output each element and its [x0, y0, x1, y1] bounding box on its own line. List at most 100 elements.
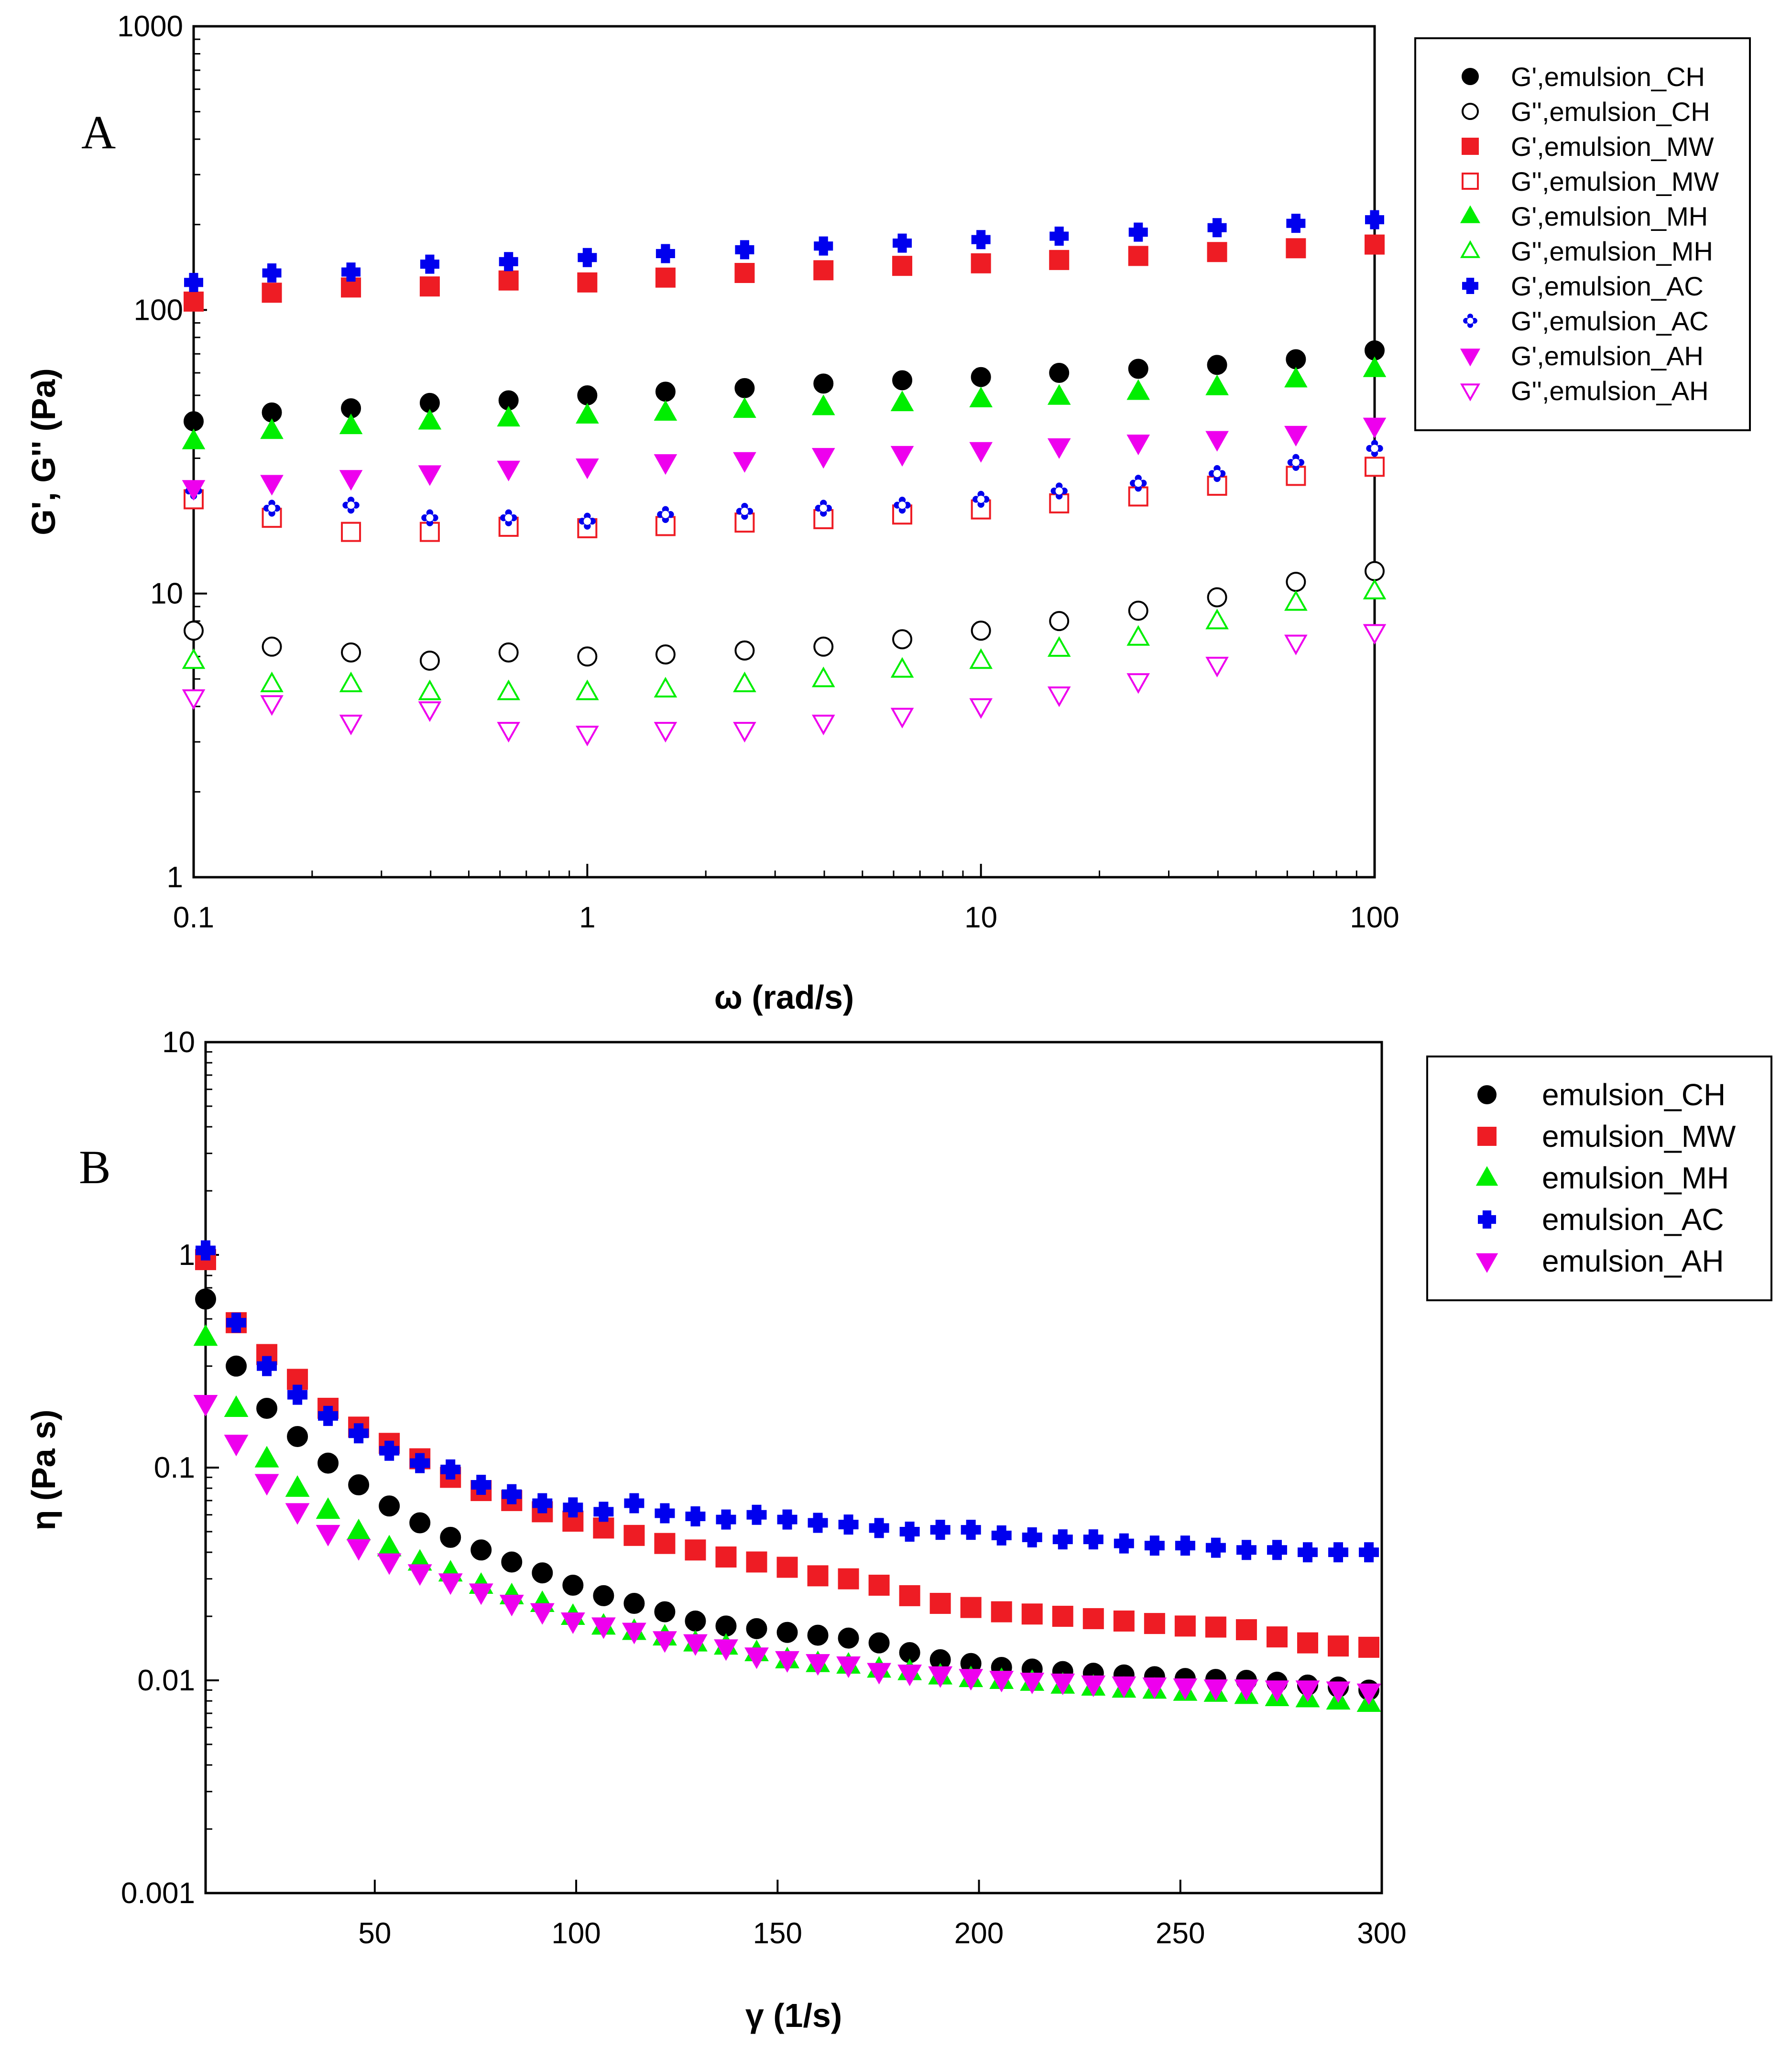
- data-point: [1173, 1678, 1198, 1700]
- data-point: [971, 367, 991, 387]
- data-point: [346, 1539, 371, 1561]
- legend-marker-emulsion-ch: [1477, 1085, 1497, 1104]
- data-point: [1297, 1632, 1318, 1654]
- data-point: [892, 629, 913, 650]
- panel-b-y-axis-title: η (Pa s): [25, 1410, 62, 1531]
- legend-label-emulsion-mw: emulsion_MW: [1542, 1119, 1736, 1154]
- data-point: [260, 418, 284, 439]
- data-point: [342, 497, 360, 514]
- legend-label-g-emulsion-ch: G'',emulsion_CH: [1511, 97, 1710, 127]
- data-point: [532, 1493, 553, 1513]
- data-point: [744, 1647, 769, 1669]
- data-point: [1083, 1529, 1104, 1550]
- data-point: [318, 1405, 339, 1426]
- data-point: [1205, 656, 1229, 677]
- data-point: [1082, 1608, 1104, 1629]
- data-point: [184, 291, 204, 312]
- data-point: [1286, 349, 1306, 370]
- data-point: [746, 1551, 767, 1573]
- data-point: [184, 272, 203, 292]
- data-point: [420, 254, 439, 274]
- y-tick-label: 0.001: [121, 1877, 195, 1910]
- legend-marker-g-emulsion-mh: [1460, 240, 1481, 258]
- data-point: [470, 1539, 492, 1561]
- x-tick-label: 150: [753, 1917, 802, 1950]
- data-point: [1235, 1619, 1257, 1641]
- data-point: [1295, 1680, 1320, 1702]
- legend-label-emulsion-mh: emulsion_MH: [1542, 1161, 1729, 1195]
- data-point: [418, 701, 442, 722]
- data-point: [421, 509, 438, 526]
- data-point: [1363, 417, 1387, 438]
- data-point: [593, 1502, 614, 1522]
- data-point: [1265, 1680, 1289, 1702]
- data-point: [195, 1288, 216, 1310]
- data-point: [734, 640, 755, 661]
- data-point: [1358, 1636, 1380, 1658]
- data-point: [811, 394, 835, 415]
- data-point: [471, 1475, 492, 1495]
- data-point: [1365, 457, 1385, 477]
- data-point: [562, 1575, 584, 1596]
- data-point: [654, 1601, 676, 1622]
- data-point: [341, 522, 361, 542]
- data-point: [1284, 590, 1308, 611]
- data-point: [807, 1565, 829, 1587]
- data-point: [930, 1520, 951, 1540]
- data-point: [746, 1618, 767, 1639]
- data-point: [623, 1593, 645, 1614]
- data-point: [814, 236, 833, 256]
- data-point: [578, 248, 597, 267]
- data-point: [1284, 425, 1308, 446]
- series-g-emulsion-mw: [184, 234, 1385, 312]
- data-point: [501, 1551, 523, 1573]
- data-point: [806, 1654, 830, 1676]
- data-point: [971, 621, 991, 641]
- data-point: [419, 651, 440, 671]
- data-point: [838, 1514, 859, 1535]
- data-point: [1112, 1676, 1136, 1698]
- data-point: [1052, 1529, 1073, 1550]
- data-point: [499, 252, 518, 272]
- data-point: [262, 283, 282, 303]
- data-point: [991, 1525, 1012, 1546]
- x-tick-label: 100: [551, 1917, 601, 1950]
- legend-marker-g-emulsion-ac: [1462, 278, 1478, 294]
- data-point: [1365, 561, 1385, 581]
- data-point: [715, 1546, 737, 1568]
- data-point: [733, 397, 756, 418]
- data-point: [683, 1634, 708, 1656]
- data-point: [256, 1397, 278, 1419]
- data-point: [498, 642, 519, 663]
- legend-label-emulsion-ch: emulsion_CH: [1542, 1078, 1726, 1112]
- x-tick-label: 250: [1156, 1917, 1205, 1950]
- data-point: [1365, 210, 1384, 229]
- data-point: [379, 1495, 400, 1517]
- data-point: [654, 722, 677, 743]
- data-point: [1047, 384, 1071, 405]
- data-point: [808, 1513, 828, 1533]
- data-point: [1113, 1610, 1135, 1632]
- data-point: [316, 1497, 340, 1519]
- data-point: [734, 263, 755, 283]
- legend-marker-g-emulsion-ah: [1460, 348, 1481, 367]
- panel-a-ticks: 1 10 100 1000 0.1 1 10 100: [117, 10, 1399, 934]
- legend-label-g-emulsion-mw: G'',emulsion_MW: [1511, 166, 1719, 196]
- panel-a-marks: [182, 210, 1387, 747]
- data-point: [960, 1597, 982, 1618]
- data-point: [438, 1573, 463, 1595]
- data-point: [1286, 238, 1306, 259]
- data-point: [813, 636, 834, 657]
- y-tick-label: 1: [179, 1239, 195, 1272]
- data-point: [654, 400, 677, 421]
- legend-label-g-emulsion-mw: G',emulsion_MW: [1511, 131, 1714, 162]
- data-point: [899, 1521, 920, 1542]
- data-point: [961, 1520, 981, 1540]
- data-point: [1114, 1533, 1134, 1554]
- x-tick-label: 1: [579, 901, 595, 934]
- data-point: [287, 1426, 308, 1447]
- data-point: [1081, 1675, 1106, 1697]
- data-point: [655, 267, 676, 288]
- y-tick-label: 10: [162, 1026, 195, 1059]
- data-point: [813, 373, 834, 394]
